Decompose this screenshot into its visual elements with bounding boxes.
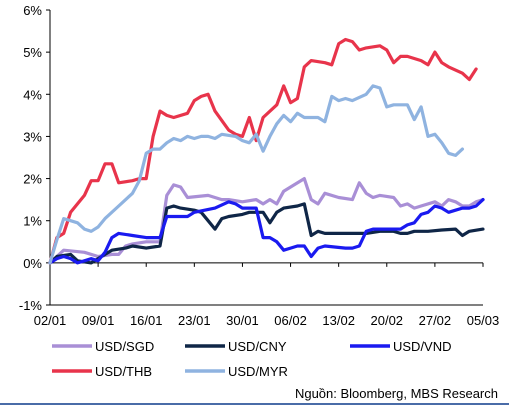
x-tick-label: 06/02 <box>274 313 307 328</box>
series-line-usd-thb <box>48 37 478 265</box>
x-tick-label: 02/01 <box>34 313 67 328</box>
x-tick-label: 16/01 <box>130 313 163 328</box>
x-tick-label: 20/02 <box>371 313 404 328</box>
x-tick-label: 30/01 <box>226 313 259 328</box>
y-tick-label: -1% <box>19 298 43 313</box>
series-group <box>48 37 485 265</box>
series-line-usd-sgd <box>48 177 485 265</box>
y-tick-label: 0% <box>23 256 42 271</box>
y-tick-label: 5% <box>23 45 42 60</box>
legend-label-usd-cny: USD/CNY <box>228 339 287 354</box>
y-tick-label: 2% <box>23 172 42 187</box>
x-tick-label: 09/01 <box>82 313 115 328</box>
x-tick-label: 23/01 <box>178 313 211 328</box>
x-tick-label: 27/02 <box>419 313 452 328</box>
source-note: Nguồn: Bloomberg, MBS Research <box>295 386 498 401</box>
y-tick-label: 6% <box>23 3 42 18</box>
legend-label-usd-thb: USD/THB <box>95 364 152 379</box>
legend-label-usd-myr: USD/MYR <box>228 364 288 379</box>
series-line-usd-myr <box>48 84 464 265</box>
legend-label-usd-sgd: USD/SGD <box>95 339 154 354</box>
legend-label-usd-vnd: USD/VND <box>393 339 452 354</box>
y-tick-label: 4% <box>23 87 42 102</box>
bottom-rule <box>0 403 509 405</box>
axes-group: 6% 5% 4% 3% 2% 1% 0% -1%02/01 09/01 16/01 23/01 30/… <box>19 3 499 328</box>
series-line-usd-vnd <box>48 198 485 265</box>
y-tick-label: 3% <box>23 129 42 144</box>
y-tick-label: 1% <box>23 214 42 229</box>
x-tick-label: 13/02 <box>322 313 355 328</box>
x-tick-label: 05/03 <box>467 313 500 328</box>
legend: USD/SGD USD/CNY USD/VND USD/THB USD/MYR <box>52 339 452 379</box>
series-line-usd-cny <box>48 202 485 265</box>
